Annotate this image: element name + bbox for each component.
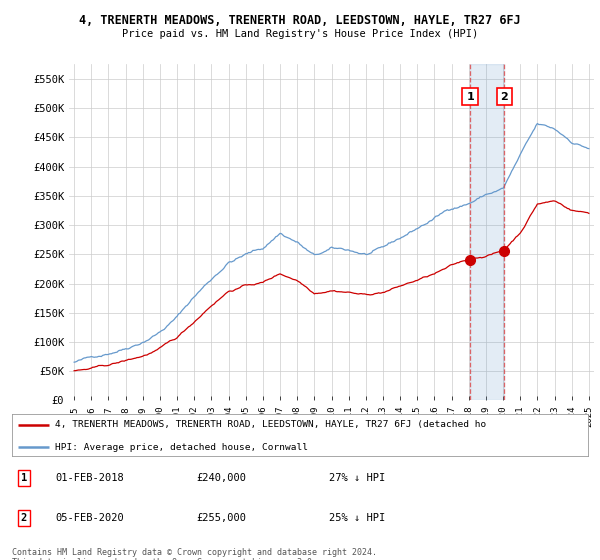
Text: Contains HM Land Registry data © Crown copyright and database right 2024.
This d: Contains HM Land Registry data © Crown c…: [12, 548, 377, 560]
Text: 25% ↓ HPI: 25% ↓ HPI: [329, 513, 385, 523]
Text: HPI: Average price, detached house, Cornwall: HPI: Average price, detached house, Corn…: [55, 442, 308, 452]
Text: 1: 1: [20, 473, 27, 483]
Text: 27% ↓ HPI: 27% ↓ HPI: [329, 473, 385, 483]
Text: 4, TRENERTH MEADOWS, TRENERTH ROAD, LEEDSTOWN, HAYLE, TR27 6FJ: 4, TRENERTH MEADOWS, TRENERTH ROAD, LEED…: [79, 14, 521, 27]
Text: 05-FEB-2020: 05-FEB-2020: [55, 513, 124, 523]
Text: 1: 1: [466, 91, 474, 101]
Bar: [470, 64, 505, 400]
Text: 2: 2: [500, 91, 508, 101]
Text: Price paid vs. HM Land Registry's House Price Index (HPI): Price paid vs. HM Land Registry's House …: [122, 29, 478, 39]
Text: 2: 2: [20, 513, 27, 523]
Text: 4, TRENERTH MEADOWS, TRENERTH ROAD, LEEDSTOWN, HAYLE, TR27 6FJ (detached ho: 4, TRENERTH MEADOWS, TRENERTH ROAD, LEED…: [55, 421, 487, 430]
Text: 01-FEB-2018: 01-FEB-2018: [55, 473, 124, 483]
Text: £240,000: £240,000: [196, 473, 247, 483]
Text: £255,000: £255,000: [196, 513, 247, 523]
